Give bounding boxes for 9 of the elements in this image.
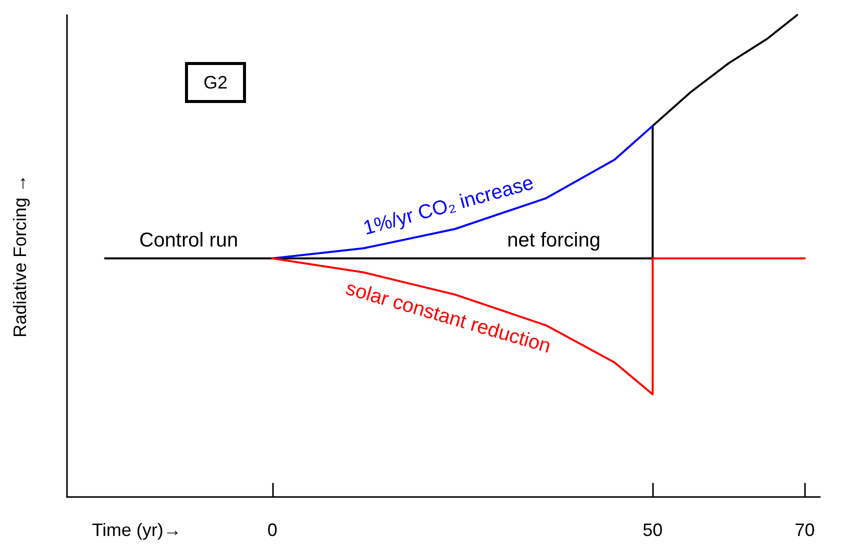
- annotation: G2: [203, 72, 228, 92]
- x-axis-title: Time (yr)→: [92, 520, 182, 540]
- x-tick-label: 70: [794, 520, 815, 540]
- x-tick-label: 0: [267, 520, 278, 540]
- annotation: Control run: [139, 229, 238, 252]
- text: solar constant reduction: [343, 277, 554, 358]
- x-tick-label: 50: [642, 520, 663, 540]
- y-axis-title: Radiative Forcing →: [10, 174, 30, 338]
- annotation: net forcing: [507, 229, 600, 252]
